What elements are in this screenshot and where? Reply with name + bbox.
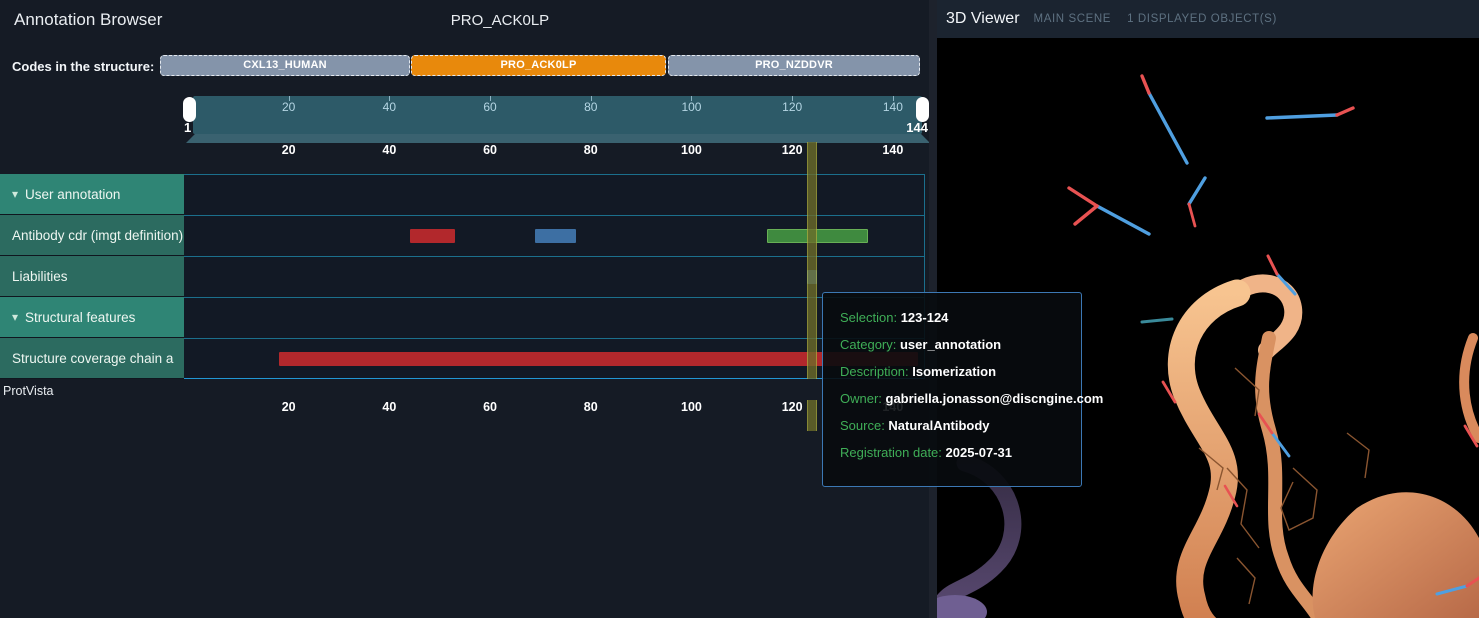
structure-title: PRO_ACK0LP <box>450 12 550 29</box>
ruler-tick-label: 80 <box>583 400 598 414</box>
tooltip-value: Isomerization <box>912 364 997 379</box>
track-label-text: Liabilities <box>12 268 68 284</box>
annotation-browser-panel: Annotation Browser PRO_ACK0LP Codes in t… <box>0 0 930 618</box>
track-label-text: Structure coverage chain a <box>12 350 174 366</box>
feature-cdr-region-2[interactable] <box>535 229 576 243</box>
page-title: Annotation Browser <box>14 10 163 29</box>
track-lane-antibody-cdr[interactable] <box>184 215 925 256</box>
tooltip-value: 2025-07-31 <box>945 445 1013 460</box>
chevron-down-icon: ▾ <box>12 187 19 201</box>
ruler-tick-mark <box>490 96 492 101</box>
ruler-tick-label: 20 <box>281 100 296 114</box>
code-button-cxl13-human[interactable]: CXL13_HUMAN <box>160 55 410 76</box>
ruler-handle-right[interactable] <box>916 97 929 122</box>
ruler-tick-label: 80 <box>583 143 598 157</box>
tooltip-label: Selection: <box>840 310 901 325</box>
ruler-handle-left[interactable] <box>183 97 196 122</box>
track-lane-user-annotation[interactable] <box>184 174 925 215</box>
ruler-tick-mark <box>389 96 391 101</box>
track-label-liabilities[interactable]: Liabilities <box>0 256 184 297</box>
ribbon-peach <box>1167 274 1479 618</box>
ruler-tick-mark <box>691 96 693 101</box>
ruler-tick-label: 120 <box>781 400 803 414</box>
tooltip-label: Registration date: <box>840 445 946 460</box>
track-label-text: Antibody cdr (imgt definition) <box>12 227 184 243</box>
tooltip-value: 123-124 <box>900 310 949 325</box>
ruler-tick-mark <box>892 96 894 101</box>
annotation-tooltip: Selection: 123-124 Category: user_annota… <box>822 292 1103 487</box>
ruler-tick-label: 80 <box>584 100 598 114</box>
navigation-ruler[interactable] <box>193 96 922 134</box>
track-label-user-annotation[interactable]: ▾ User annotation <box>0 174 184 215</box>
selection-marker-bottom[interactable] <box>807 400 818 431</box>
ruler-tick-label: 20 <box>281 143 296 157</box>
tooltip-label: Category: <box>840 337 900 352</box>
track-label-structural-features[interactable]: ▾ Structural features <box>0 297 184 338</box>
ruler-tick-label: 140 <box>882 143 904 157</box>
selection-marker[interactable] <box>807 142 818 379</box>
tooltip-value: NaturalAntibody <box>888 418 990 433</box>
ruler-tick-label: 100 <box>681 100 702 114</box>
ruler-tick-label: 100 <box>681 400 702 414</box>
viewer-title: 3D Viewer <box>946 10 1020 27</box>
viewer-header: 3D Viewer MAIN SCENE 1 DISPLAYED OBJECT(… <box>937 0 1479 38</box>
ruler-tick-mark <box>288 96 290 101</box>
feature-cdr-region-1[interactable] <box>409 229 455 243</box>
ruler-tick-label: 40 <box>382 100 397 114</box>
track-label-text: User annotation <box>25 186 121 202</box>
chevron-down-icon: ▾ <box>12 310 19 324</box>
tooltip-value: user_annotation <box>899 337 1002 352</box>
feature-cdr-region-3[interactable] <box>766 229 868 243</box>
track-lane-structural-features[interactable] <box>184 297 925 338</box>
ruler-tick-label: 60 <box>483 100 497 114</box>
stick-sidechains <box>1067 74 1479 596</box>
navigation-zoom-window <box>186 134 930 143</box>
ruler-tick-mark <box>590 96 592 101</box>
codes-in-structure-label: Codes in the structure: <box>12 59 155 74</box>
protvista-label: ProtVista <box>3 384 54 398</box>
viewer-objects-count[interactable]: 1 DISPLAYED OBJECT(S) <box>1127 13 1277 25</box>
track-label-text: Structural features <box>25 309 136 325</box>
track-label-antibody-cdr[interactable]: Antibody cdr (imgt definition) <box>0 215 184 256</box>
tooltip-label: Description: <box>840 364 913 379</box>
sequence-end-label: 144 <box>906 120 928 135</box>
ruler-tick-mark <box>792 96 794 101</box>
tooltip-label: Owner: <box>840 391 886 406</box>
tooltip-label: Source: <box>840 418 889 433</box>
feature-coverage[interactable] <box>278 352 919 366</box>
viewer-scene-label[interactable]: MAIN SCENE <box>1033 13 1112 25</box>
ruler-tick-label: 40 <box>382 143 397 157</box>
tooltip-value: gabriella.jonasson@discngine.com <box>885 391 1104 406</box>
ruler-tick-label: 100 <box>681 143 702 157</box>
ruler-tick-label: 60 <box>483 400 498 414</box>
ruler-tick-label: 120 <box>781 143 803 157</box>
track-lane-liabilities[interactable] <box>184 256 925 297</box>
sequence-start-label: 1 <box>184 120 192 135</box>
ruler-tick-label: 120 <box>782 100 803 114</box>
code-button-pro-nzddvr[interactable]: PRO_NZDDVR <box>668 55 920 76</box>
track-label-structure-coverage[interactable]: Structure coverage chain a <box>0 338 184 379</box>
ruler-tick-label: 60 <box>483 143 498 157</box>
track-lane-structure-coverage[interactable] <box>184 338 925 379</box>
ruler-tick-label: 40 <box>382 400 397 414</box>
ruler-tick-label: 20 <box>281 400 296 414</box>
code-button-pro-ack0lp[interactable]: PRO_ACK0LP <box>411 55 666 76</box>
wireframe-sidechains <box>1198 367 1370 605</box>
ruler-tick-label: 140 <box>882 100 903 114</box>
